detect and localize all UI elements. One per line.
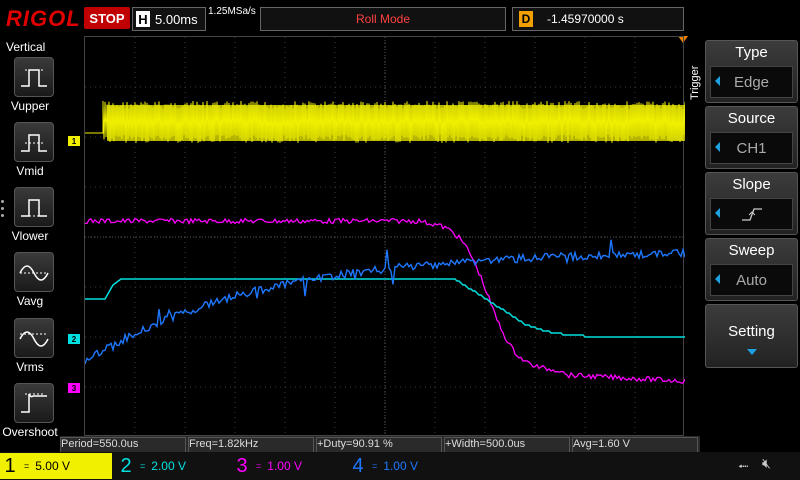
trigger-type-label: Type (735, 44, 768, 61)
vmid-icon (21, 134, 47, 152)
ch1-ground-marker[interactable]: 1 (68, 136, 80, 146)
overshoot-label: Overshoot (2, 425, 58, 439)
vrms-label: Vrms (16, 360, 44, 374)
vrms-button[interactable] (14, 318, 54, 358)
measure-duty[interactable]: +Duty=90.91 % (316, 437, 442, 453)
vlower-label: Vlower (11, 229, 49, 243)
ch1-number: 1 (4, 454, 16, 477)
sample-rate: 1.25MSa/s (208, 6, 256, 17)
trigger-source-value: CH1 (736, 139, 767, 157)
ch3-scale: 1.00 V (267, 459, 302, 473)
overshoot-button[interactable] (14, 383, 54, 423)
trigger-sweep-button[interactable]: Sweep Auto (705, 238, 798, 301)
timebase-value: 5.00ms (155, 11, 198, 27)
delay-display[interactable]: D -1.45970000 s (512, 7, 684, 31)
trigger-source-button[interactable]: Source CH1 (705, 106, 798, 169)
trigger-sweep-value-box: Auto (710, 264, 793, 296)
measure-avg[interactable]: Avg=1.60 V (572, 437, 698, 453)
left-arrow-icon (715, 142, 720, 152)
measure-freq[interactable]: Freq=1.82kHz (188, 437, 314, 453)
ch1-trace-fill (107, 105, 685, 141)
ch3-number: 3 (236, 454, 248, 477)
delay-key: D (519, 11, 533, 27)
trigger-type-value-box: Edge (710, 66, 793, 98)
left-arrow-icon (715, 274, 720, 284)
brand-logo: RIGOL (6, 6, 81, 31)
vlower-icon (21, 199, 47, 217)
chevron-down-icon (746, 349, 757, 355)
ch1-scale-box[interactable]: 1 = 5.00 V (0, 453, 112, 479)
vrms-icon (19, 331, 49, 347)
trigger-setting-label: Setting (728, 323, 775, 340)
channel-status-bar (0, 452, 800, 480)
trigger-source-value-box: CH1 (710, 132, 793, 164)
acquisition-mode: Roll Mode (260, 7, 506, 31)
trigger-type-value: Edge (733, 73, 770, 91)
graticule (85, 37, 685, 437)
delay-value: -1.45970000 s (547, 12, 624, 26)
trigger-slope-value-box (710, 198, 793, 230)
trigger-slope-label: Slope (732, 176, 771, 193)
ch2-trace (85, 278, 685, 338)
vlower-button[interactable] (14, 187, 54, 227)
ch1-scale: 5.00 V (35, 459, 70, 473)
measure-period[interactable]: Period=550.0us (60, 437, 186, 453)
ch4-scale: 1.00 V (383, 459, 418, 473)
vmid-label: Vmid (16, 164, 44, 178)
timebase-display[interactable]: H 5.00ms (132, 7, 206, 31)
trigger-type-button[interactable]: Type Edge (705, 40, 798, 103)
vavg-button[interactable] (14, 252, 54, 292)
ch4-number: 4 (352, 454, 364, 477)
overshoot-icon (21, 393, 47, 413)
ch3-ground-marker[interactable]: 3 (68, 383, 80, 393)
left-arrow-icon (715, 208, 720, 218)
vupper-label: Vupper (10, 99, 50, 113)
trigger-setting-button[interactable]: Setting (705, 304, 798, 368)
rising-edge-icon (741, 208, 762, 221)
vavg-icon (19, 265, 49, 281)
waveform-display[interactable] (84, 36, 685, 437)
trigger-source-label: Source (727, 110, 776, 127)
ch3-scale-box[interactable]: 3 = 1.00 V (232, 453, 344, 479)
timebase-key: H (136, 11, 150, 27)
dc-coupling-icon: = (256, 461, 262, 471)
trigger-slope-button[interactable]: Slope (705, 172, 798, 235)
left-arrow-icon (715, 76, 720, 86)
measurement-bar: Period=550.0us Freq=1.82kHz +Duty=90.91 … (60, 436, 700, 453)
ch2-number: 2 (120, 454, 132, 477)
measure-width[interactable]: +Width=500.0us (444, 437, 570, 453)
dc-coupling-icon: = (24, 461, 30, 471)
run-stop-status[interactable]: STOP (84, 7, 130, 29)
usb-icon: ⭪ (738, 458, 749, 474)
right-menu-title: Trigger (689, 65, 701, 100)
menu-page-indicator (1, 200, 5, 224)
ch4-trace (85, 239, 685, 365)
ch2-ground-marker[interactable]: 2 (68, 334, 80, 344)
ch2-scale: 2.00 V (151, 459, 186, 473)
vmid-button[interactable] (14, 122, 54, 162)
left-menu-title: Vertical (6, 40, 46, 54)
ch4-scale-box[interactable]: 4 = 1.00 V (348, 453, 460, 479)
vupper-button[interactable] (14, 57, 54, 97)
ch2-scale-box[interactable]: 2 = 2.00 V (116, 453, 228, 479)
vupper-icon (21, 69, 47, 87)
trigger-sweep-label: Sweep (728, 242, 775, 259)
dc-coupling-icon: = (140, 461, 146, 471)
ch3-trace (85, 217, 685, 384)
trigger-sweep-value: Auto (736, 271, 767, 289)
vavg-label: Vavg (16, 294, 44, 308)
mute-icon[interactable]: 🔇︎ (762, 455, 771, 471)
dc-coupling-icon: = (372, 461, 378, 471)
